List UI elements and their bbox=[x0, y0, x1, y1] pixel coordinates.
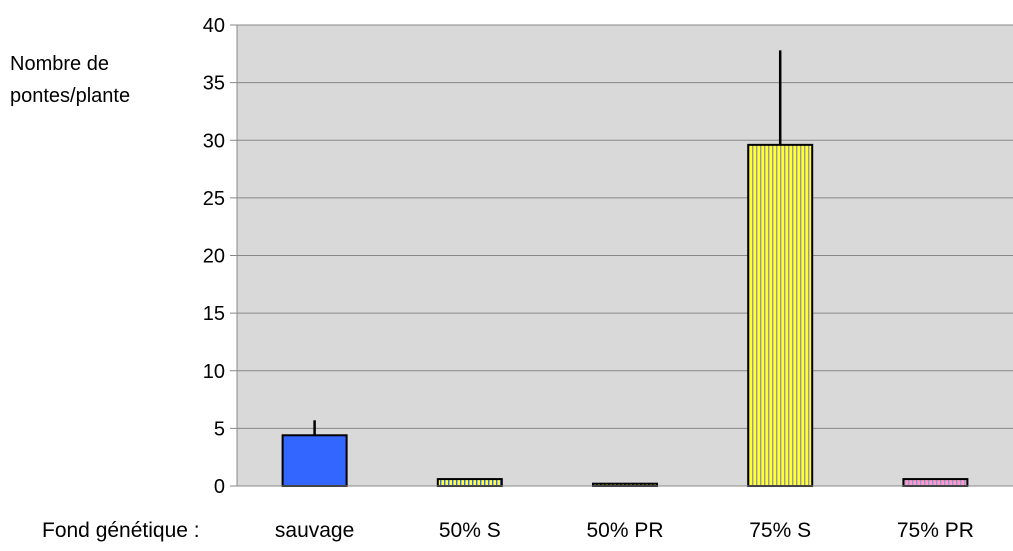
y-tick-label: 30 bbox=[203, 130, 225, 152]
y-tick-label: 20 bbox=[203, 246, 225, 268]
y-tick-label: 5 bbox=[214, 418, 225, 440]
axes bbox=[236, 25, 1013, 487]
category-labels: sauvage 50% S 50% PR 75% S 75% PR bbox=[275, 519, 974, 542]
y-axis-title-line-2: pontes/plante bbox=[10, 85, 130, 107]
bars bbox=[281, 143, 969, 488]
gridlines bbox=[237, 24, 1013, 429]
bar-sauvage bbox=[281, 434, 348, 488]
category-label: sauvage bbox=[275, 519, 354, 542]
category-label: 50% S bbox=[439, 519, 501, 542]
category-label: 75% S bbox=[749, 519, 811, 542]
y-tick-label: 40 bbox=[203, 15, 225, 37]
y-tick-label: 0 bbox=[214, 476, 225, 498]
y-tick-label: 15 bbox=[203, 303, 225, 325]
bar-75-pr bbox=[902, 478, 969, 487]
category-label: 50% PR bbox=[586, 519, 663, 542]
y-tick-label: 10 bbox=[203, 361, 225, 383]
y-tick-label: 35 bbox=[203, 73, 225, 95]
bar-75-s bbox=[747, 143, 814, 488]
y-axis-title-line-1: Nombre de bbox=[10, 53, 109, 75]
bar-50-s bbox=[436, 478, 503, 487]
x-axis-title: Fond génétique : bbox=[42, 519, 200, 542]
category-label: 75% PR bbox=[897, 519, 974, 542]
y-tick-labels: 0 5 10 15 20 25 30 35 40 bbox=[203, 15, 237, 498]
y-tick-label: 25 bbox=[203, 188, 225, 210]
error-bars bbox=[313, 50, 782, 436]
